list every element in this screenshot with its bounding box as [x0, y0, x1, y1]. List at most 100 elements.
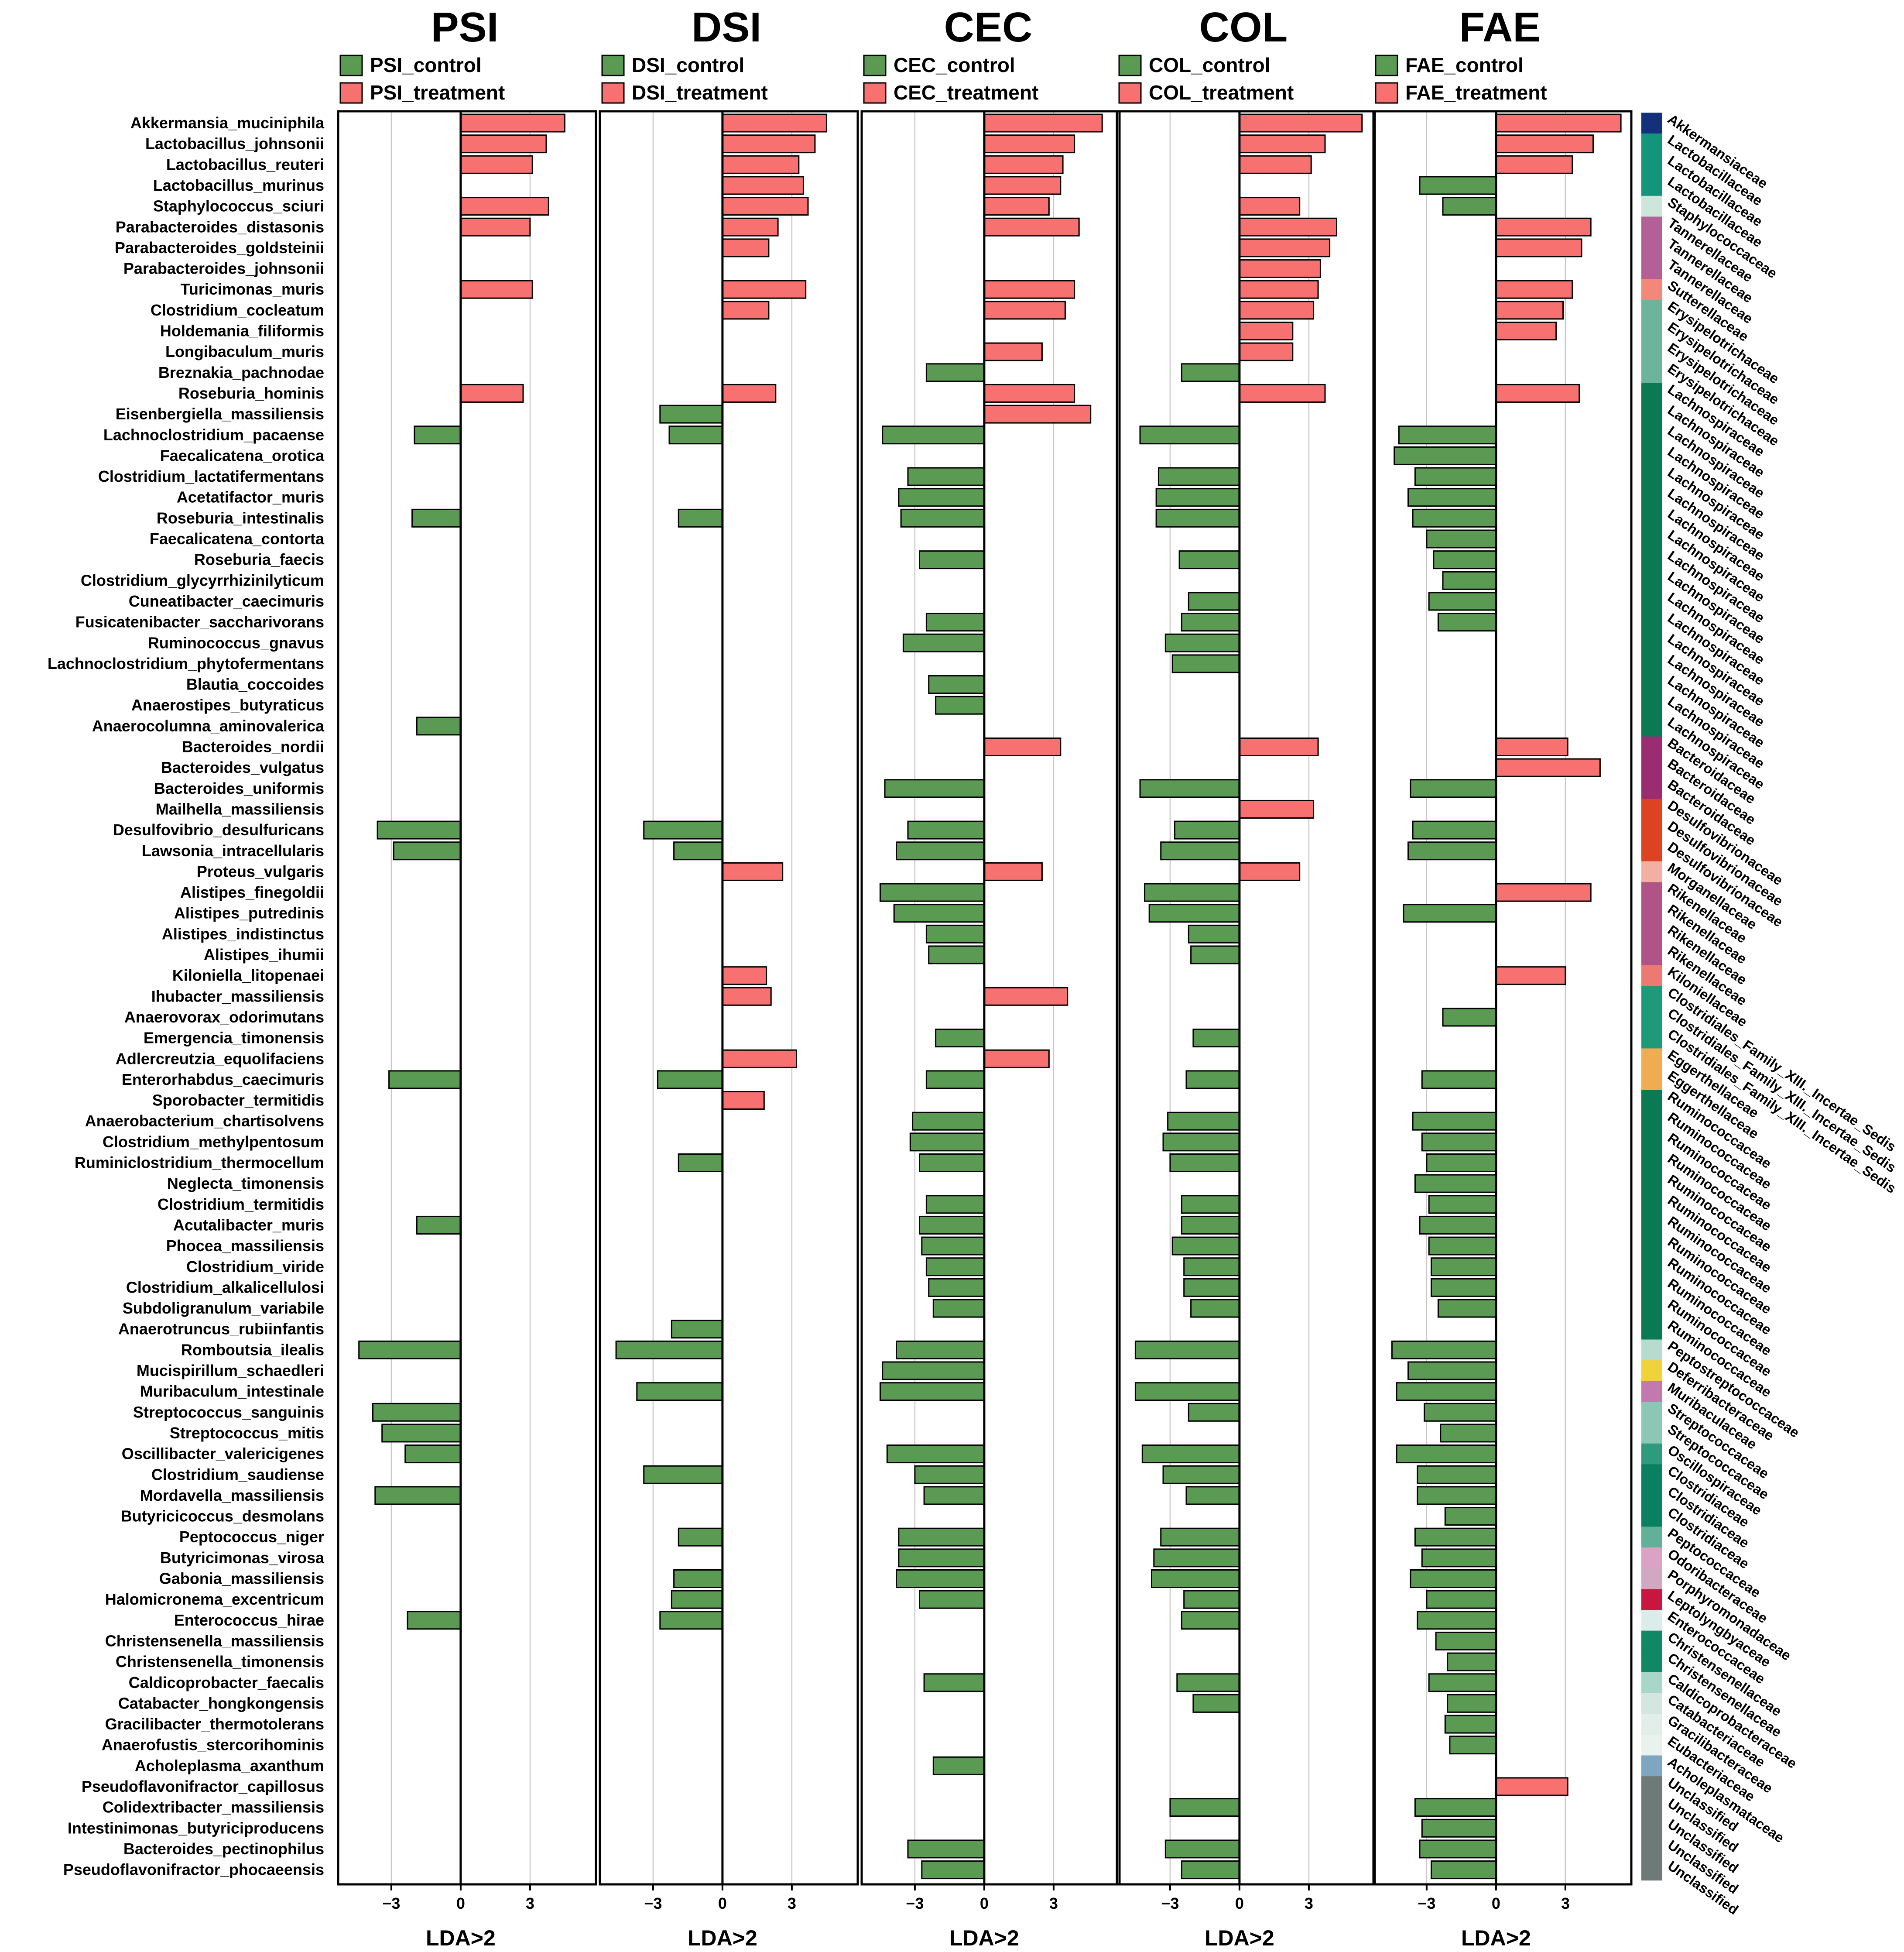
species-label: Enterorhabdus_caecimuris — [122, 1070, 324, 1088]
bar-Breznakia_pachnodae — [1181, 363, 1240, 382]
bar-Clostridium_saudiense — [1417, 1465, 1497, 1484]
legend-swatch-treatment — [601, 82, 625, 104]
bar-Roseburia_faecis — [1433, 550, 1497, 569]
species-label: Anaerofustis_stercorihominis — [102, 1736, 324, 1754]
bar-Parabacteroides_distasonis — [722, 217, 779, 237]
bar-Blautia_coccoides — [928, 675, 985, 694]
family-swatch — [1641, 1423, 1662, 1444]
legend-swatch-treatment — [1118, 82, 1142, 104]
species-label: Adlercreutzia_equolifaciens — [116, 1050, 324, 1067]
family-swatch — [1641, 113, 1662, 134]
bar-Enterococcus_hirae — [1181, 1611, 1240, 1630]
bar-Longibaculum_muris — [1239, 342, 1294, 361]
species-label: Clostridium_glycyrrhizinilyticum — [81, 571, 324, 589]
bar-Alistipes_ihumii — [1190, 945, 1240, 964]
species-label: Lactobacillus_murinus — [153, 176, 324, 194]
bar-Pseudoflavonifractor_capillosus — [1495, 1777, 1568, 1796]
species-label: Bacteroides_vulgatus — [161, 758, 324, 776]
family-swatch — [1641, 549, 1662, 571]
family-swatch — [1641, 1402, 1662, 1423]
species-label: Clostridium_termitidis — [158, 1195, 324, 1213]
bar-Roseburia_intestinalis — [900, 508, 985, 528]
bar-Catabacter_hongkongensis — [1192, 1694, 1240, 1713]
legend-label-control: CEC_control — [894, 54, 1015, 76]
species-label: Fusicatenibacter_saccharivorans — [75, 613, 324, 631]
panel-cec: CEC CEC_control CEC_treatment −3 0 3 LDA>2 — [860, 4, 1121, 1950]
family-swatch — [1641, 1672, 1662, 1694]
bar-Acutalibacter_muris — [1419, 1215, 1497, 1235]
bar-Romboutsia_ilealis — [615, 1340, 723, 1359]
family-swatch — [1641, 487, 1662, 508]
panel-frame — [337, 110, 597, 1886]
bar-Peptococcus_niger — [1160, 1527, 1240, 1547]
bar-Roseburia_intestinalis — [1412, 508, 1497, 528]
bar-Alistipes_putredinis — [893, 904, 985, 923]
bar-Longibaculum_muris — [983, 342, 1043, 361]
bar-Colidextribacter_massiliensis — [1169, 1798, 1240, 1817]
bar-Romboutsia_ilealis — [1134, 1340, 1240, 1359]
legend-label-control: PSI_control — [370, 54, 482, 76]
tick-label: −3 — [1418, 1894, 1435, 1912]
bar-Fusicatenibacter_saccharivorans — [1437, 613, 1497, 632]
tick-label: 0 — [1492, 1894, 1500, 1912]
species-label-column: Akkermansia_muciniphila Lactobacillus_joh… — [48, 114, 325, 1879]
tick-label: 0 — [718, 1894, 727, 1912]
species-label: Oscillibacter_valericigenes — [122, 1445, 324, 1463]
bar-Streptococcus_mitis — [381, 1424, 462, 1443]
bar-Lactobacillus_johnsonii — [1239, 134, 1326, 154]
bar-Bacteroides_uniformis — [1410, 779, 1497, 798]
family-swatch — [1641, 528, 1662, 550]
bar-Streptococcus_sanguinis — [372, 1403, 462, 1422]
bar-Parabacteroides_goldsteinii — [1495, 238, 1582, 257]
species-label: Longibaculum_muris — [165, 343, 324, 360]
species-label: Sporobacter_termitidis — [152, 1091, 324, 1109]
family-swatch — [1641, 1111, 1662, 1132]
species-label: Clostridium_lactatifermentans — [98, 467, 324, 485]
bar-Gabonia_massiliensis — [896, 1569, 985, 1588]
bar-Acutalibacter_muris — [1181, 1215, 1240, 1235]
bar-Mordavella_massiliensis — [923, 1486, 985, 1505]
bar-Ruminococcus_gnavus — [1164, 633, 1240, 652]
bar-Romboutsia_ilealis — [896, 1340, 985, 1359]
bar-Peptococcus_niger — [678, 1527, 723, 1547]
bar-Acholeplasma_axanthum — [932, 1756, 985, 1775]
bar-Lactobacillus_murinus — [722, 176, 804, 195]
bar-Lawsonia_intracellularis — [673, 841, 723, 861]
bar-Roseburia_faecis — [1178, 550, 1240, 569]
x-axis-label: LDA>2 — [426, 1926, 496, 1950]
bar-Desulfovibrio_desulfuricans — [1412, 820, 1497, 840]
bar-Lactobacillus_johnsonii — [722, 134, 816, 154]
bar-Lactobacillus_murinus — [983, 176, 1062, 195]
bar-Bacteroides_pectinophilus — [907, 1839, 985, 1859]
bar-Alistipes_finegoldii — [1495, 883, 1592, 902]
tick-label: 3 — [1305, 1894, 1313, 1912]
bar-Lawsonia_intracellularis — [393, 841, 462, 861]
bar-Ruminiclostridium_thermocellum — [1426, 1153, 1497, 1172]
bar-Faecalicatena_orotica — [1394, 446, 1497, 465]
species-label: Breznakia_pachnodae — [158, 364, 324, 381]
species-label: Neglecta_timonensis — [167, 1174, 324, 1192]
family-swatch — [1641, 237, 1662, 259]
bar-Pseudoflavonifractor_phocaeensis — [1431, 1860, 1497, 1880]
bar-Enterorhabdus_caecimuris — [388, 1070, 462, 1089]
bar-Caldicoprobacter_faecalis — [923, 1673, 985, 1692]
tick-label: 3 — [1049, 1894, 1058, 1912]
bar-Lactobacillus_johnsonii — [460, 134, 547, 154]
species-label: Intestinimonas_butyriciproducens — [68, 1819, 324, 1837]
bar-Butyricimonas_virosa — [1153, 1548, 1240, 1568]
family-swatch — [1641, 320, 1662, 342]
bar-Fusicatenibacter_saccharivorans — [925, 613, 985, 632]
bar-Akkermansia_muciniphila — [460, 113, 565, 133]
bar-Desulfovibrio_desulfuricans — [907, 820, 985, 840]
species-label: Enterococcus_hirae — [174, 1611, 324, 1629]
bar-Bacteroides_nordii — [1239, 738, 1319, 756]
bar-Alistipes_ihumii — [928, 945, 985, 964]
family-color-strip — [1641, 113, 1662, 1881]
species-label: Alistipes_ihumii — [204, 946, 324, 964]
bar-Emergencia_timonensis — [1192, 1029, 1240, 1048]
family-swatch — [1641, 1609, 1662, 1631]
legend-label-control: DSI_control — [632, 54, 744, 76]
family-swatch — [1641, 154, 1662, 175]
species-label: Lactobacillus_johnsonii — [145, 135, 324, 153]
